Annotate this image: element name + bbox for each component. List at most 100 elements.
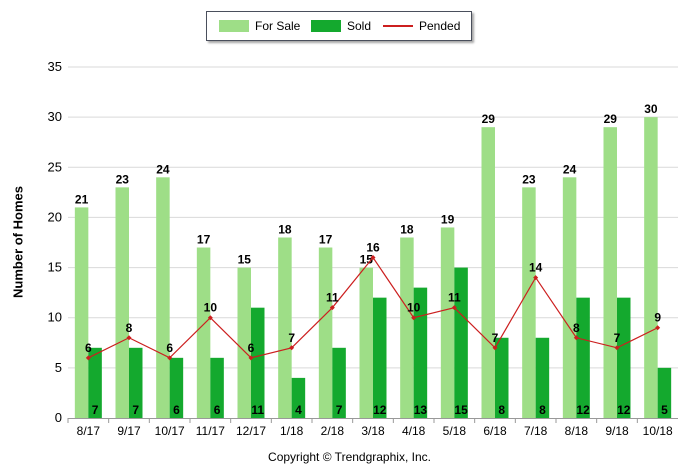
pended-point (85, 355, 91, 361)
pended-data-label: 14 (529, 261, 543, 275)
pended-swatch (383, 25, 413, 27)
sold-bar (495, 337, 509, 418)
for-sale-bar (156, 177, 170, 418)
y-tick-label: 35 (48, 59, 62, 74)
legend-label-sold: Sold (347, 19, 372, 33)
sold-data-label: 4 (295, 403, 302, 417)
sold-data-label: 6 (173, 403, 180, 417)
for-sale-data-label: 29 (482, 112, 496, 126)
pended-data-label: 10 (407, 301, 421, 315)
sold-bar (657, 367, 672, 418)
x-tick-label: 9/18 (605, 424, 629, 438)
sold-bar (454, 267, 468, 418)
x-tick-label: 10/17 (155, 424, 185, 438)
for-sale-data-label: 29 (604, 112, 618, 126)
pended-data-label: 7 (614, 331, 621, 345)
pended-data-label: 6 (248, 341, 255, 355)
pended-point (207, 315, 213, 321)
sold-data-label: 12 (617, 403, 631, 417)
x-tick-label: 7/18 (524, 424, 548, 438)
pended-point (655, 325, 661, 331)
for-sale-data-label: 15 (360, 253, 374, 267)
sold-data-label: 13 (414, 403, 428, 417)
sold-data-label: 7 (132, 403, 139, 417)
y-axis-title: Number of Homes (10, 186, 26, 298)
for-sale-data-label: 19 (441, 212, 455, 226)
for-sale-data-label: 24 (563, 162, 577, 176)
sold-data-label: 12 (373, 403, 387, 417)
pended-point (573, 335, 579, 341)
pended-point (451, 305, 457, 311)
sold-bar (88, 347, 102, 418)
sold-bar (129, 347, 143, 418)
sold-data-label: 7 (336, 403, 343, 417)
pended-point (248, 355, 254, 361)
y-tick-label: 30 (48, 109, 62, 124)
pended-data-label: 7 (492, 331, 499, 345)
sold-bar (413, 287, 428, 418)
pended-data-label: 11 (448, 291, 461, 305)
for-sale-data-label: 17 (197, 233, 211, 247)
pended-data-label: 6 (166, 341, 173, 355)
x-tick-label: 2/18 (321, 424, 345, 438)
sold-data-label: 11 (251, 403, 264, 417)
sold-data-label: 15 (454, 403, 468, 417)
pended-point (126, 335, 132, 341)
sold-bar (169, 357, 184, 418)
sold-bar (332, 347, 346, 418)
copyright-footer: Copyright © Trendgraphix, Inc. (268, 450, 431, 464)
x-tick-label: 10/18 (643, 424, 673, 438)
x-tick-label: 8/17 (77, 424, 101, 438)
for-sale-data-label: 23 (116, 172, 130, 186)
pended-point (492, 345, 498, 351)
y-tick-label: 5 (55, 360, 62, 375)
y-tick-label: 25 (48, 159, 62, 174)
x-tick-label: 11/17 (196, 424, 225, 438)
sold-bar (291, 377, 306, 418)
pended-data-label: 11 (326, 291, 339, 305)
pended-point (533, 275, 539, 281)
pended-data-label: 16 (366, 241, 380, 255)
x-tick-label: 9/17 (117, 424, 141, 438)
for-sale-bar (237, 267, 251, 418)
sold-data-label: 5 (661, 403, 668, 417)
x-tick-label: 12/17 (236, 424, 266, 438)
for-sale-bar (318, 247, 333, 418)
pended-data-label: 10 (204, 301, 218, 315)
for-sale-bar (481, 127, 495, 419)
pended-point (614, 345, 620, 351)
sold-data-label: 6 (214, 403, 221, 417)
for-sale-bar (115, 187, 129, 418)
sold-data-label: 7 (92, 403, 99, 417)
for-sale-data-label: 15 (238, 253, 252, 267)
for-sale-swatch (219, 20, 249, 32)
pended-data-label: 6 (85, 341, 92, 355)
for-sale-bar (522, 187, 536, 418)
pended-data-label: 8 (126, 321, 133, 335)
for-sale-data-label: 17 (319, 233, 333, 247)
x-tick-label: 4/18 (402, 424, 426, 438)
for-sale-bar (196, 247, 211, 418)
for-sale-data-label: 21 (75, 192, 89, 206)
pended-data-label: 7 (288, 331, 295, 345)
for-sale-bar (440, 227, 455, 418)
sold-data-label: 12 (576, 403, 590, 417)
legend: For Sale Sold Pended (206, 11, 472, 41)
y-tick-label: 10 (48, 310, 62, 325)
x-tick-label: 8/18 (565, 424, 589, 438)
pended-point (370, 255, 376, 261)
for-sale-bar (562, 177, 577, 418)
sold-bar (373, 297, 387, 418)
pended-point (329, 305, 335, 311)
for-sale-data-label: 24 (156, 162, 170, 176)
y-tick-label: 15 (48, 260, 62, 275)
for-sale-bar (359, 267, 373, 418)
x-tick-label: 1/18 (280, 424, 304, 438)
sold-bar (535, 337, 550, 418)
pended-data-label: 9 (654, 311, 661, 325)
for-sale-bar (400, 237, 414, 418)
sold-bar (617, 297, 631, 418)
legend-label-for-sale: For Sale (255, 19, 301, 33)
for-sale-bar (644, 117, 658, 419)
